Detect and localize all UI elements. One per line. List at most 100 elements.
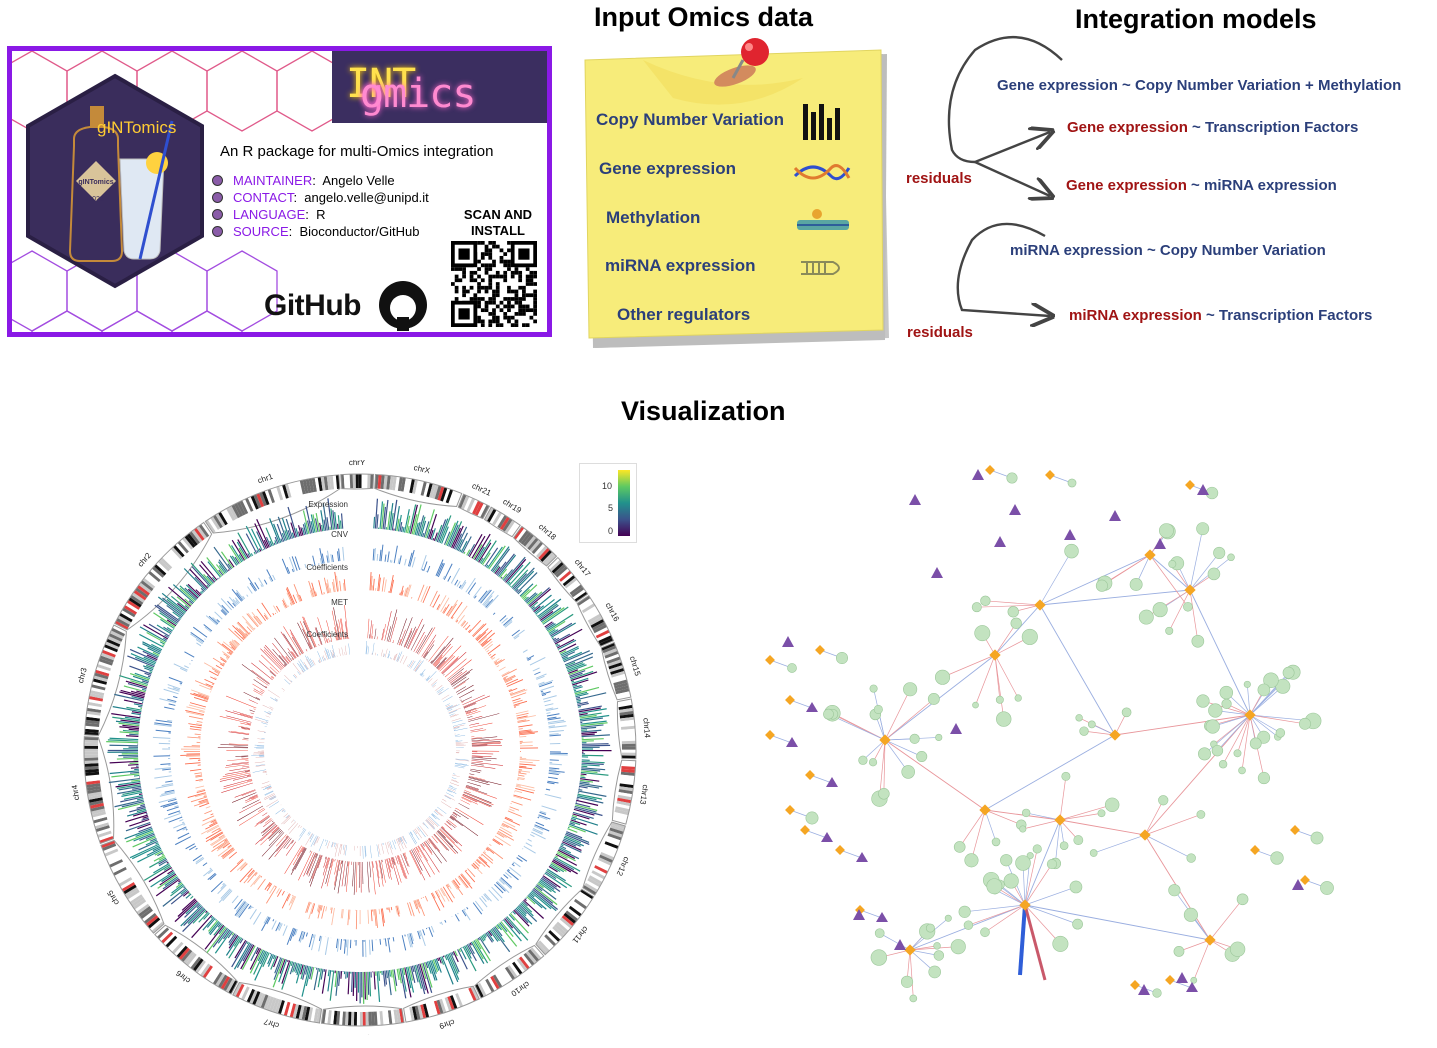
expression-bar [220,551,234,569]
cnv-bar [548,725,555,728]
methylation-bar [427,838,437,850]
ideogram-band [145,915,159,927]
methylation-bar [302,628,313,649]
expression-bar [231,539,246,561]
mirna-node [994,536,1006,547]
cnv-bar [549,734,561,737]
cnv-bar [158,797,177,804]
expression-bar [329,970,335,1001]
expression-bar [559,650,567,655]
expression-bar [130,653,156,665]
expression-bar [272,958,285,988]
ideogram-band [162,555,175,568]
coefficient-bar [274,885,276,888]
expression-bar [575,693,589,698]
met-coefficient-bar [453,724,465,728]
coefficient-bar [205,829,222,840]
expression-bar [201,590,204,594]
cnv-bar [393,545,398,564]
methylation-bar [321,857,331,889]
coefficient-bar [215,665,223,670]
gene-node [944,914,952,922]
met-coefficient-bar [255,756,265,758]
expression-bar [576,692,607,701]
coefficient-bar [496,665,500,668]
methylation-bar [331,610,339,641]
methylation-bar [294,848,307,870]
expression-bar [556,852,568,860]
expression-bar [526,896,536,905]
ideogram-band [516,958,528,972]
cnv-bar [548,771,561,774]
ideogram-band [85,777,100,782]
network-edge [1249,714,1281,734]
github-octocat-icon[interactable] [375,279,431,331]
expression-bar [315,513,321,532]
gene-node [878,788,890,800]
coefficient-bar [519,735,520,737]
ideogram-band [615,803,631,810]
network-edge [1249,714,1279,738]
cnv-bar [538,681,545,685]
contact-row[interactable]: CONTACT: angelo.velle@unipd.it [212,190,429,205]
ideogram-band [612,817,627,825]
met-coefficient-bar [387,842,390,849]
ideogram-band [568,905,582,917]
ideogram-band [599,854,614,863]
expression-bar [312,514,318,533]
ideogram-band [573,898,588,910]
ideogram-band [620,771,636,776]
methylation-bar [265,645,286,668]
cnv-bar [398,555,402,565]
ideogram-band [618,791,633,798]
ideogram-band [453,492,462,507]
ideogram-band [247,496,257,511]
ideogram-band [316,1008,322,1024]
expression-bar [273,542,276,546]
expression-bar [461,947,463,949]
ideogram-band [393,1009,399,1024]
cnv-bar [409,933,414,945]
coefficient-bar [518,770,531,773]
coefficient-bar [321,905,325,919]
met-coefficient-bar [409,660,415,668]
expression-bar [140,804,145,807]
coefficient-bar [370,575,373,591]
met-coefficient-bar [253,753,265,755]
met-coefficient-bar [313,836,318,845]
gene-node [1270,851,1284,865]
methylation-bar [465,711,472,714]
met-coefficient-bar [432,813,440,821]
methylation-bar [382,623,386,641]
methylation-bar [275,834,287,847]
methylation-bar [245,796,259,803]
coefficient-bar [293,584,302,602]
methylation-bar [258,660,277,676]
network-graph[interactable] [750,450,1350,1010]
coefficient-bar [198,710,205,713]
met-coefficient-bar [344,652,346,656]
cnv-bar [231,589,243,602]
expression-bar [112,716,140,722]
met-coefficient-bar [426,677,430,681]
ideogram-band [362,1011,366,1026]
coefficient-bar [218,834,225,839]
cnv-bar [537,815,548,820]
expression-bar [118,754,139,757]
met-coefficient-bar [268,711,272,713]
ideogram-band [551,561,564,574]
met-coefficient-bar [407,664,409,667]
methylation-bar [407,628,417,649]
chromosome-label: chr13 [638,784,650,806]
expression-bar [203,912,210,920]
met-coefficient-bar [422,674,425,678]
ideogram-band [586,611,600,621]
expression-bar [279,958,286,974]
qr-code[interactable] [448,241,540,327]
expression-bar [139,633,164,648]
coefficient-bar [191,745,201,747]
methylation-bar [229,767,250,771]
cnv-bar [541,691,545,694]
methylation-bar [309,850,311,853]
expression-bar [516,572,538,594]
